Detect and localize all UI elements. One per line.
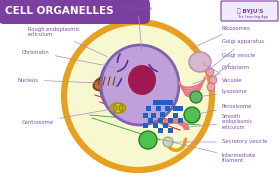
Text: Golgi vesicle: Golgi vesicle (214, 53, 255, 76)
Bar (162, 100, 167, 105)
Text: Ⓑ BYJU'S: Ⓑ BYJU'S (237, 8, 263, 14)
Bar (143, 112, 148, 118)
Text: Lysosome: Lysosome (199, 89, 248, 97)
Text: Peroxisome: Peroxisome (195, 103, 252, 114)
Bar (167, 100, 172, 105)
Ellipse shape (113, 105, 117, 111)
Text: CELL ORGANELLES: CELL ORGANELLES (5, 6, 114, 16)
Bar (157, 100, 162, 105)
Ellipse shape (111, 103, 125, 113)
Bar (178, 118, 183, 123)
Circle shape (207, 83, 215, 91)
Text: Cytoplasm: Cytoplasm (193, 66, 250, 84)
Bar (153, 123, 157, 127)
Bar (153, 100, 157, 105)
Bar (172, 105, 178, 111)
Bar (167, 127, 172, 132)
Text: Chromatin: Chromatin (22, 50, 115, 68)
Bar (157, 127, 162, 132)
Bar (162, 123, 167, 127)
Ellipse shape (119, 105, 123, 111)
Ellipse shape (165, 128, 187, 152)
Bar (155, 105, 160, 111)
Bar (148, 118, 153, 123)
Bar (143, 123, 148, 127)
Bar (165, 105, 169, 111)
Text: Nucleus: Nucleus (18, 78, 97, 83)
Text: Nucleolus: Nucleolus (123, 6, 153, 51)
Text: Centrosome: Centrosome (22, 109, 115, 125)
Circle shape (190, 91, 202, 103)
Text: Rough endoplasmic
reticulum: Rough endoplasmic reticulum (28, 27, 108, 57)
Text: Golgi apparatus: Golgi apparatus (208, 39, 264, 70)
FancyBboxPatch shape (221, 1, 278, 21)
Circle shape (163, 137, 173, 147)
Ellipse shape (161, 120, 191, 140)
Text: Ribosomes: Ribosomes (190, 26, 251, 49)
Circle shape (184, 107, 200, 123)
Bar (146, 105, 151, 111)
Ellipse shape (64, 22, 212, 170)
Bar (167, 118, 172, 123)
FancyBboxPatch shape (0, 0, 150, 24)
Ellipse shape (94, 76, 116, 90)
Text: Intermediate
filament: Intermediate filament (158, 139, 256, 163)
Text: The Learning App: The Learning App (237, 15, 268, 19)
Bar (172, 112, 178, 118)
Text: Vacuole: Vacuole (202, 63, 243, 82)
Circle shape (209, 76, 217, 84)
Ellipse shape (128, 65, 156, 95)
Bar (160, 111, 165, 116)
Ellipse shape (189, 52, 211, 72)
Bar (178, 105, 183, 111)
Text: Smooth
endoplasmic
reticulum: Smooth endoplasmic reticulum (183, 114, 253, 130)
Bar (151, 112, 155, 118)
Circle shape (139, 131, 157, 149)
Ellipse shape (169, 132, 183, 148)
Ellipse shape (101, 45, 179, 125)
Bar (157, 118, 162, 123)
Text: Secretory vesicle: Secretory vesicle (173, 140, 267, 145)
Circle shape (206, 68, 214, 76)
